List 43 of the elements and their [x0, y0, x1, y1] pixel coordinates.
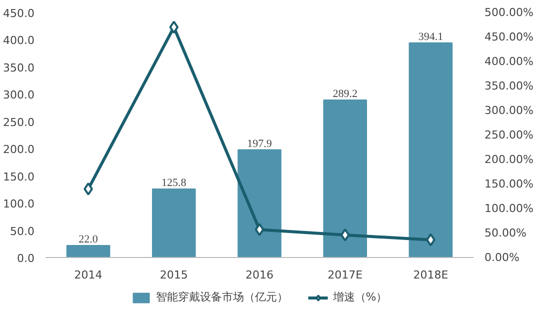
data-label: 125.8 — [162, 177, 187, 190]
bar — [238, 149, 282, 258]
bar — [408, 42, 453, 258]
bar — [152, 188, 196, 258]
legend-label: 智能穿戴设备市场（亿元） — [156, 290, 288, 304]
point — [169, 20, 179, 34]
data-label: 394.1 — [418, 30, 444, 43]
point — [426, 233, 436, 246]
y2-tick-label: 500.00% — [484, 6, 534, 19]
y2-tick-label: 200.00% — [484, 153, 534, 166]
data-label: 22.0 — [78, 234, 98, 246]
y2-tick-label: 450.00% — [484, 30, 534, 44]
y2-tick-label: 300.00% — [484, 104, 534, 117]
y-tick-label: 200.0 — [3, 143, 35, 156]
y-tick-label: 300.0 — [3, 88, 35, 102]
y-tick-label: 150.0 — [3, 170, 35, 184]
y-tick-label: 450.0 — [3, 7, 35, 20]
y2-tick-label: 150.00% — [484, 178, 534, 190]
y-tick-label: 250.0 — [3, 116, 35, 129]
x-tick-label: 2017E — [328, 268, 363, 282]
data-label: 197.9 — [247, 138, 272, 150]
y-tick-label: 350.0 — [3, 61, 35, 74]
y2-tick-label: 250.00% — [484, 128, 534, 142]
y-tick-label: 0.0 — [17, 252, 35, 265]
x-tick-label: 2016 — [246, 268, 274, 282]
point — [84, 182, 93, 196]
bar — [323, 100, 367, 258]
bar — [66, 245, 110, 258]
y2-tick-label: 0.00% — [484, 251, 520, 264]
y2-tick-label: 50.00% — [484, 226, 526, 240]
x-tick-label: 2014 — [74, 268, 102, 282]
legend-label: 增速（%） — [332, 290, 388, 304]
data-label: 289.2 — [332, 88, 358, 100]
point — [254, 223, 264, 236]
y-tick-label: 50.0 — [10, 224, 35, 238]
y2-tick-label: 400.00% — [484, 55, 534, 68]
y2-tick-label: 100.00% — [484, 202, 534, 215]
y-tick-label: 100.0 — [3, 198, 35, 211]
y2-tick-label: 350.00% — [484, 80, 534, 92]
x-tick-label: 2015 — [160, 268, 188, 282]
point — [340, 228, 350, 242]
y-tick-label: 400.0 — [3, 34, 35, 48]
x-tick-label: 2018E — [413, 268, 448, 282]
